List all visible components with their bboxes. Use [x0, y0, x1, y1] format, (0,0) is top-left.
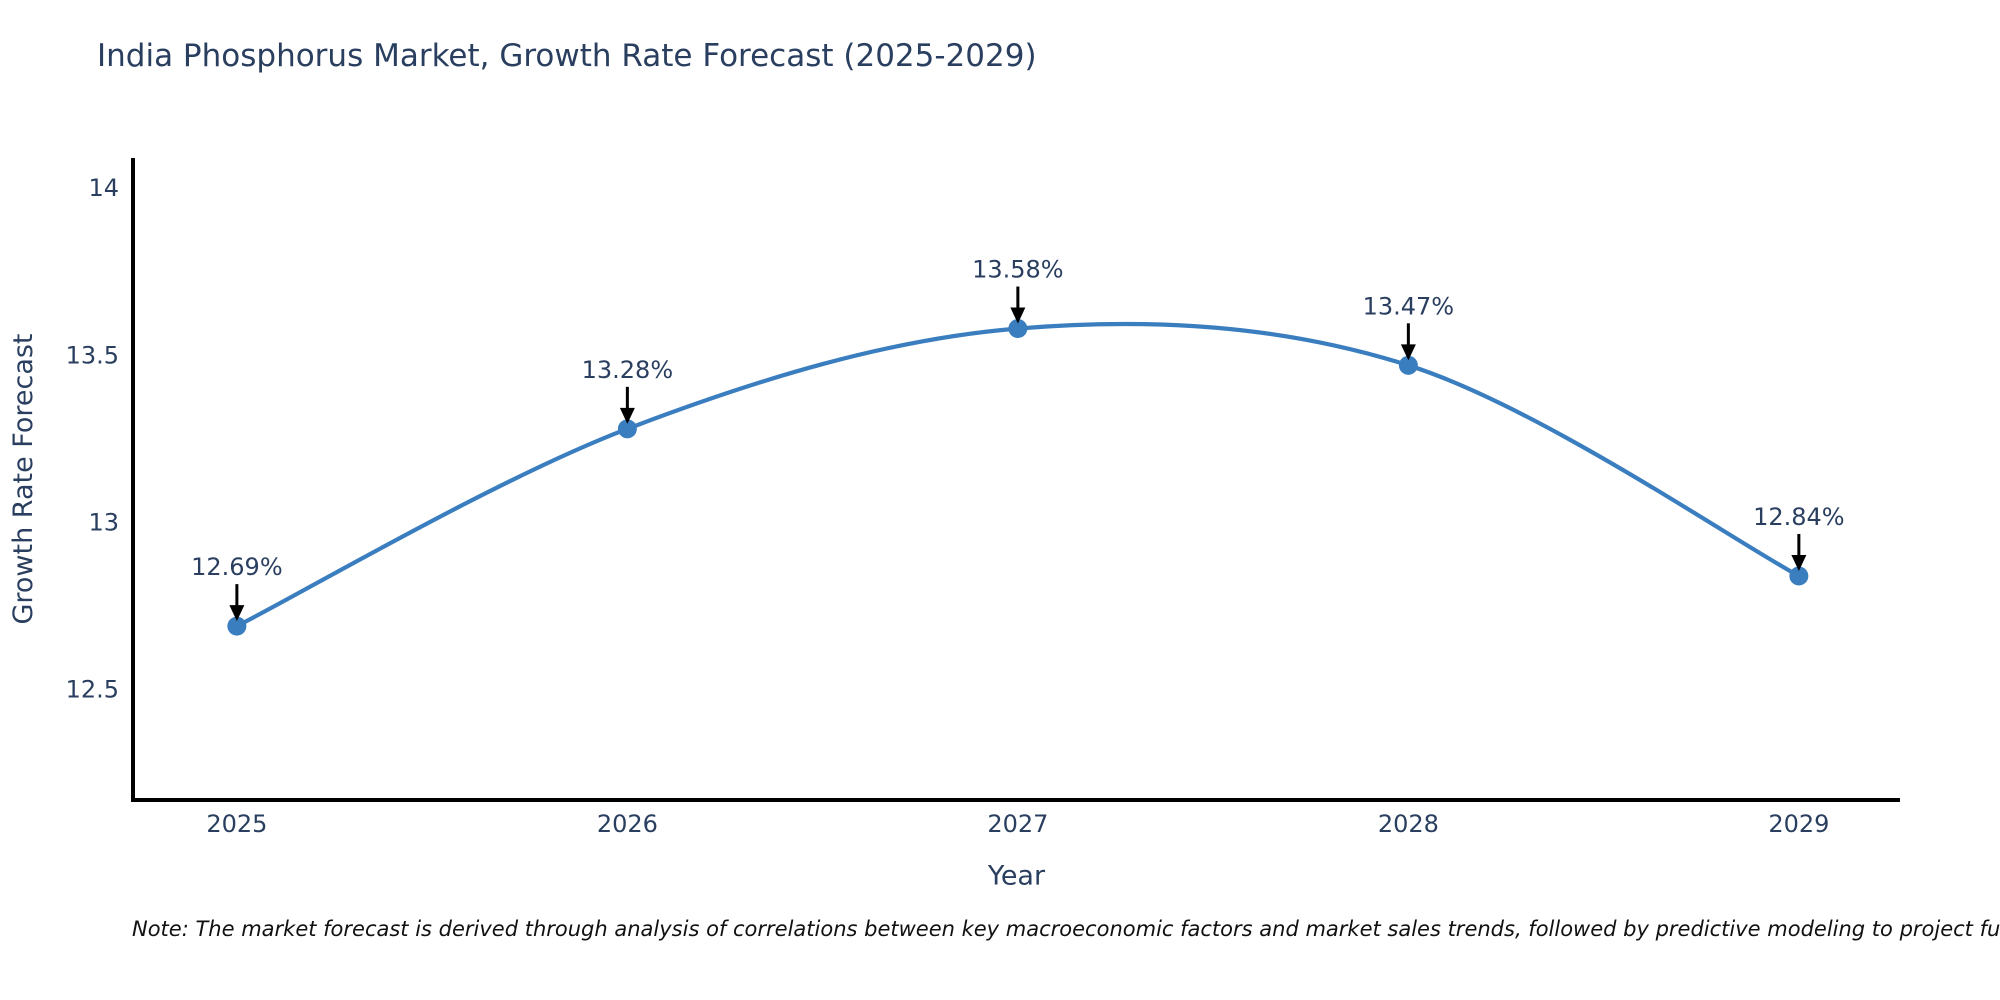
data-point-2025[interactable] [227, 616, 247, 636]
y-tick-label: 13 [88, 508, 119, 536]
annotation-arrow-head [1791, 554, 1807, 571]
annotation-label-2025: 12.69% [191, 553, 283, 581]
x-tick-label: 2027 [987, 810, 1048, 838]
annotation-label-2028: 13.47% [1363, 292, 1455, 320]
x-axis-title: Year [987, 861, 1046, 892]
annotation-arrow-head [619, 407, 635, 424]
data-point-2027[interactable] [1008, 319, 1028, 339]
data-point-2026[interactable] [617, 419, 637, 439]
y-tick-label: 14 [88, 174, 119, 202]
y-axis-title: Growth Rate Forecast [8, 333, 39, 624]
annotation-label-2026: 13.28% [582, 356, 674, 384]
chart-title: India Phosphorus Market, Growth Rate For… [97, 38, 1037, 74]
annotation-arrow-head [1400, 344, 1416, 361]
annotation-arrow-head [1010, 307, 1026, 324]
x-tick-label: 2029 [1768, 810, 1829, 838]
y-tick-label: 12.5 [66, 676, 119, 704]
annotation-arrow-head [229, 605, 245, 622]
x-tick-label: 2025 [206, 810, 267, 838]
footnote: Note: The market forecast is derived thr… [132, 917, 2000, 941]
x-tick-label: 2028 [1378, 810, 1439, 838]
forecast-line [234, 321, 1801, 629]
annotation-label-2027: 13.58% [972, 256, 1064, 284]
data-point-2029[interactable] [1789, 566, 1809, 586]
x-tick-label: 2026 [597, 810, 658, 838]
data-point-2028[interactable] [1398, 355, 1418, 375]
annotation-label-2029: 12.84% [1753, 503, 1845, 531]
y-tick-label: 13.5 [66, 341, 119, 369]
